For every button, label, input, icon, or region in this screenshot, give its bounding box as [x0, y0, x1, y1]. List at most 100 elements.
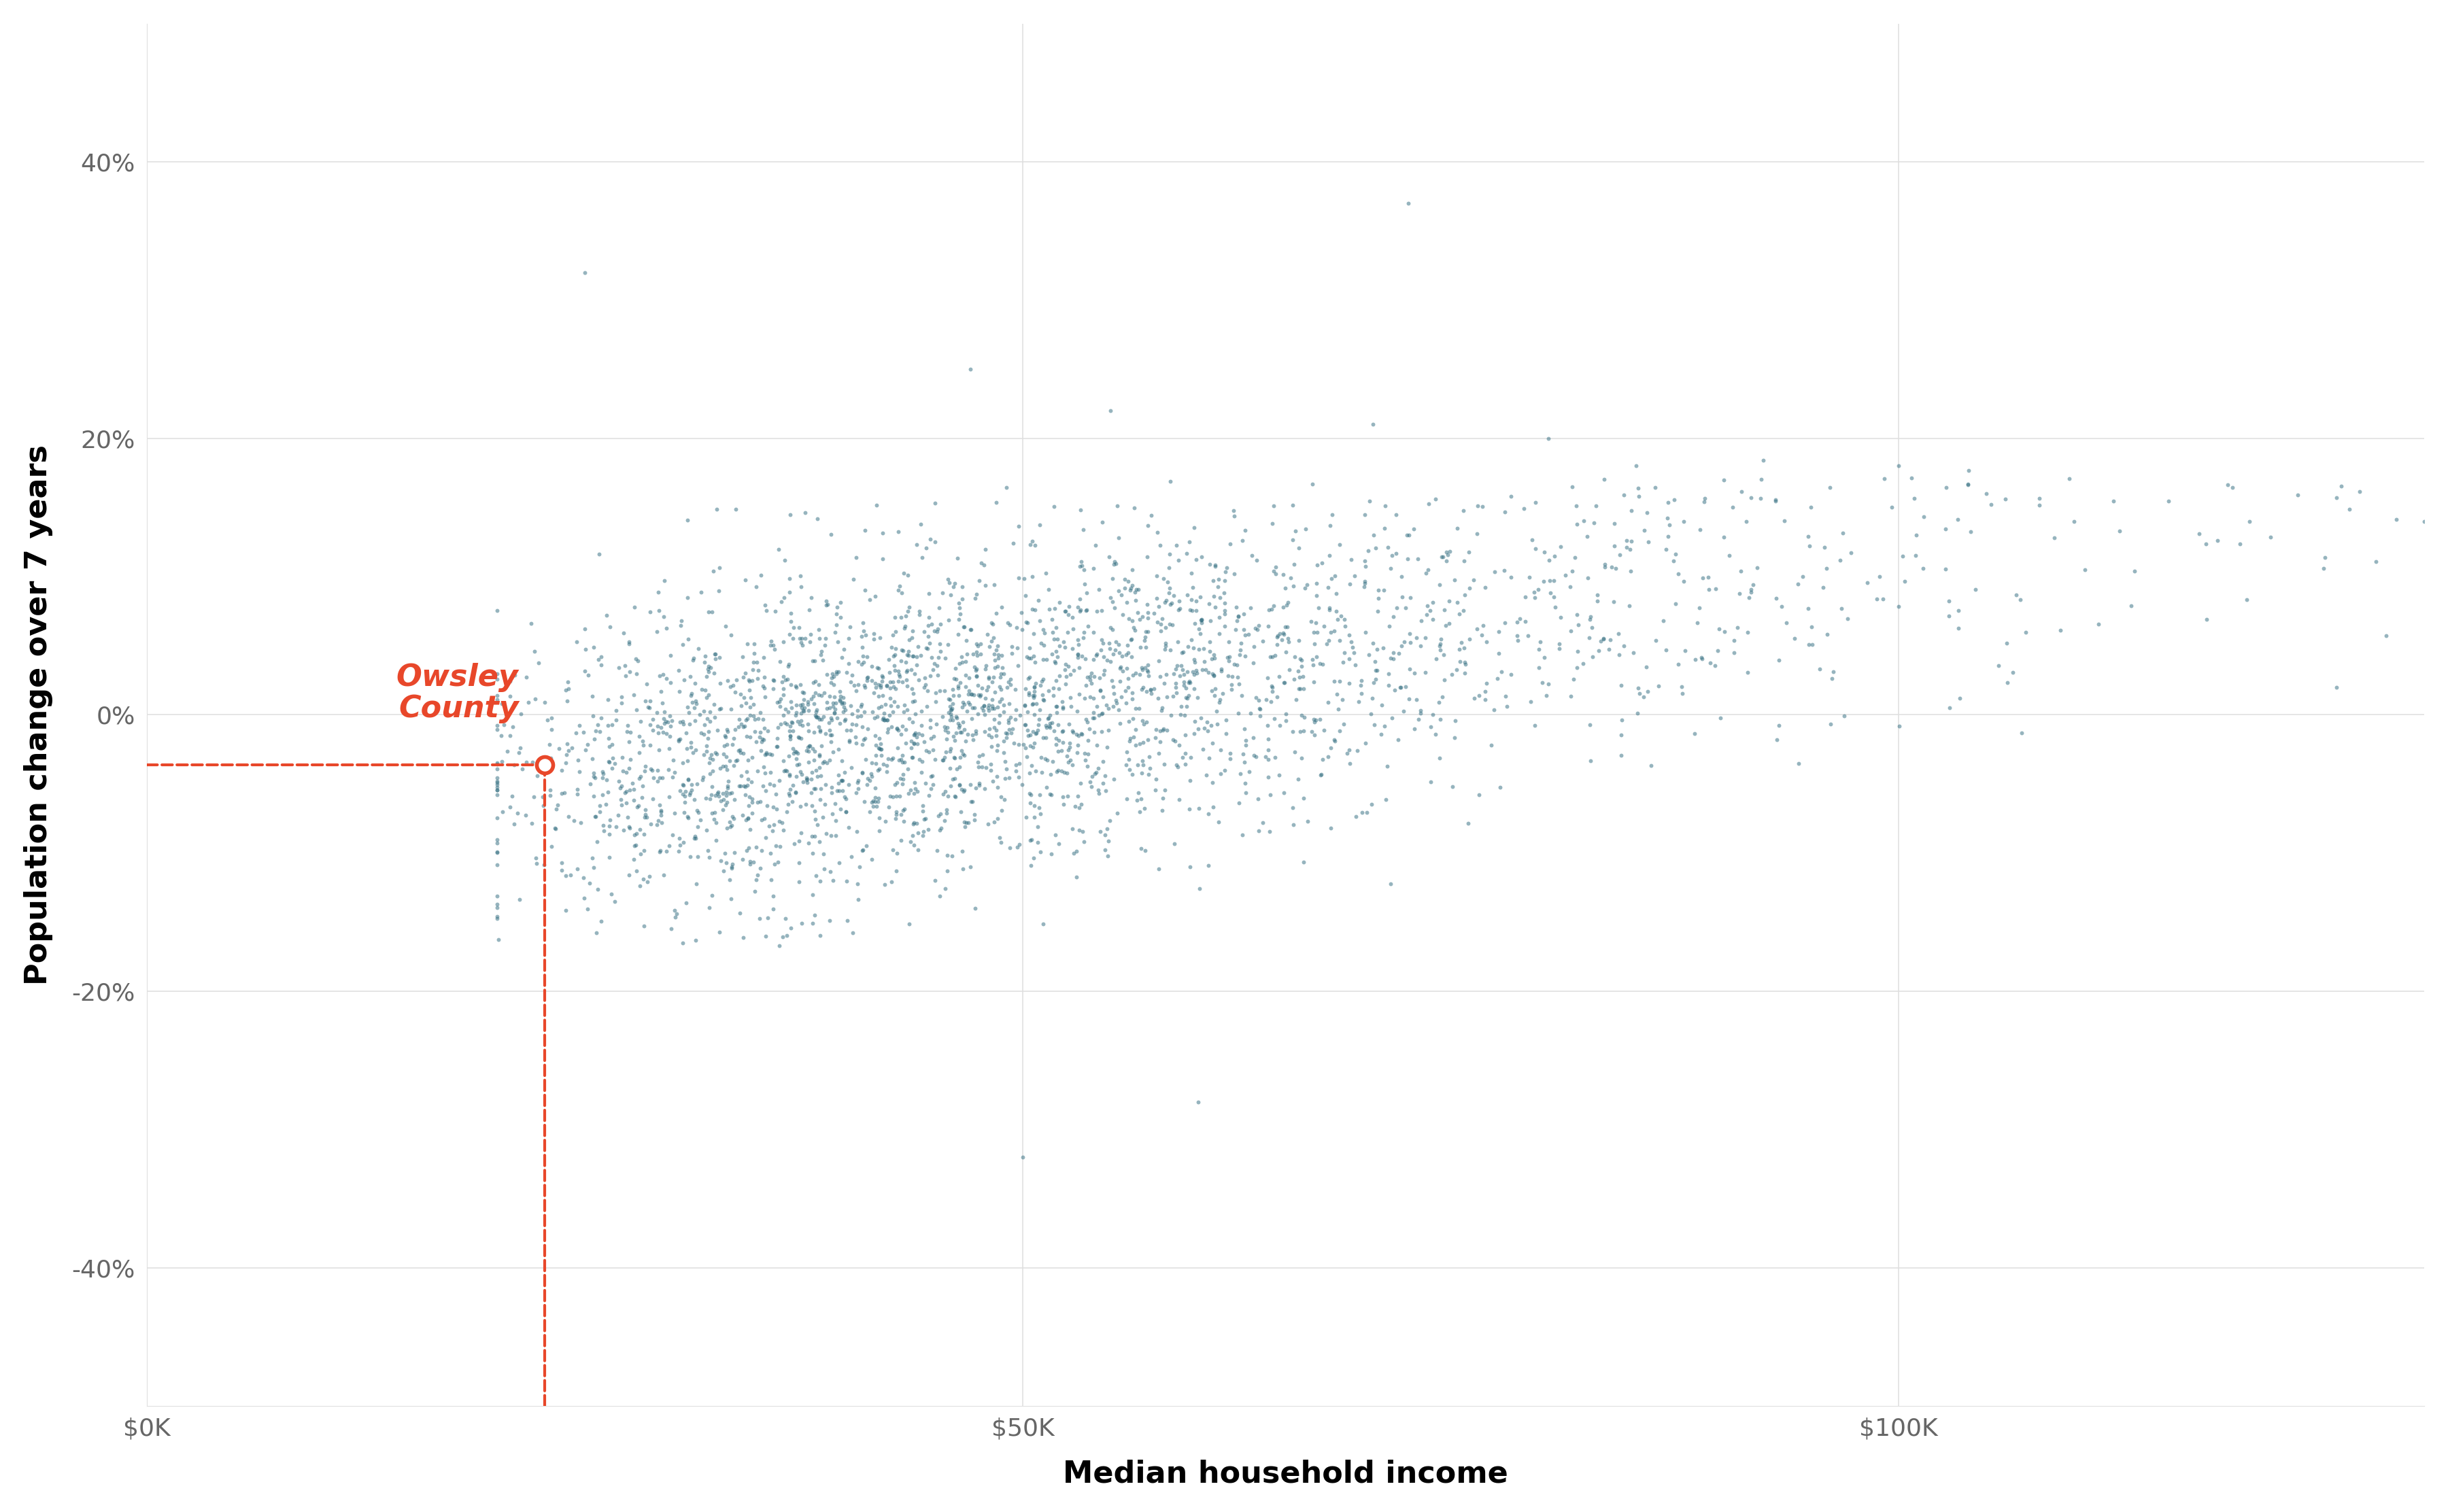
- Point: [1084, 823, 1124, 847]
- Point: [903, 820, 942, 844]
- Point: [889, 782, 928, 806]
- Point: [1053, 718, 1092, 742]
- Point: [842, 692, 881, 717]
- Point: [930, 774, 969, 798]
- Point: [1106, 576, 1146, 600]
- Point: [622, 709, 661, 733]
- Point: [673, 646, 712, 670]
- Point: [800, 756, 840, 780]
- Point: [602, 691, 641, 715]
- Point: [1160, 664, 1200, 688]
- Point: [781, 626, 820, 650]
- Point: [1295, 723, 1334, 747]
- Point: [1591, 627, 1630, 652]
- Point: [847, 747, 886, 771]
- Point: [487, 739, 526, 764]
- Point: [641, 839, 681, 863]
- Point: [1146, 615, 1185, 640]
- Point: [663, 709, 703, 733]
- Point: [796, 670, 835, 694]
- Point: [889, 658, 928, 682]
- Point: [622, 842, 661, 866]
- Point: [1767, 611, 1807, 635]
- Point: [1060, 597, 1099, 621]
- Point: [879, 578, 918, 602]
- Point: [1621, 484, 1660, 508]
- Point: [1457, 617, 1496, 641]
- Point: [1574, 644, 1613, 668]
- Point: [962, 683, 1001, 708]
- Point: [1535, 596, 1574, 620]
- Point: [974, 770, 1013, 794]
- Point: [676, 671, 715, 696]
- Point: [1192, 679, 1231, 703]
- Point: [1048, 738, 1087, 762]
- Point: [1971, 491, 2010, 516]
- Point: [916, 689, 955, 714]
- Point: [627, 803, 666, 827]
- Point: [739, 724, 778, 748]
- Point: [1601, 673, 1640, 697]
- Point: [869, 717, 908, 741]
- Point: [1718, 615, 1758, 640]
- Point: [1648, 525, 1687, 549]
- Point: [896, 653, 935, 677]
- Point: [1258, 632, 1297, 656]
- Point: [1062, 497, 1102, 522]
- Point: [1116, 581, 1155, 605]
- Point: [1065, 748, 1104, 773]
- Point: [1207, 559, 1246, 584]
- Point: [847, 644, 886, 668]
- Point: [859, 696, 898, 720]
- Point: [845, 673, 884, 697]
- Point: [614, 833, 654, 857]
- Point: [1043, 730, 1082, 754]
- Point: [1126, 679, 1165, 703]
- Point: [1332, 629, 1371, 653]
- Point: [1251, 644, 1290, 668]
- Point: [1275, 519, 1315, 543]
- Point: [901, 599, 940, 623]
- Point: [1927, 556, 1966, 581]
- Point: [477, 683, 517, 708]
- Point: [693, 801, 732, 826]
- Point: [857, 656, 896, 680]
- Point: [1405, 561, 1444, 585]
- Point: [965, 694, 1004, 718]
- Point: [568, 897, 607, 921]
- Point: [1013, 676, 1053, 700]
- Point: [1354, 712, 1393, 736]
- Point: [766, 907, 805, 931]
- Point: [852, 847, 891, 871]
- Point: [1334, 640, 1373, 664]
- Point: [1141, 612, 1180, 637]
- Point: [749, 771, 788, 795]
- Point: [930, 584, 969, 608]
- Point: [1116, 788, 1155, 812]
- Point: [1131, 682, 1170, 706]
- Point: [1584, 467, 1623, 491]
- Point: [906, 676, 945, 700]
- Point: [847, 665, 886, 689]
- Point: [1040, 634, 1080, 658]
- Point: [1251, 782, 1290, 806]
- Point: [742, 729, 781, 753]
- Point: [1525, 540, 1564, 564]
- Point: [800, 744, 840, 768]
- Point: [1043, 759, 1082, 783]
- Point: [898, 602, 938, 626]
- Point: [766, 759, 805, 783]
- Point: [896, 662, 935, 686]
- Point: [813, 868, 852, 892]
- Point: [1880, 594, 1919, 618]
- Point: [477, 771, 517, 795]
- Point: [744, 708, 783, 732]
- Point: [876, 717, 916, 741]
- Point: [1173, 599, 1212, 623]
- Point: [690, 845, 730, 869]
- Point: [1013, 621, 1053, 646]
- Point: [1092, 615, 1131, 640]
- Point: [991, 635, 1031, 659]
- Point: [752, 634, 791, 658]
- Point: [874, 670, 913, 694]
